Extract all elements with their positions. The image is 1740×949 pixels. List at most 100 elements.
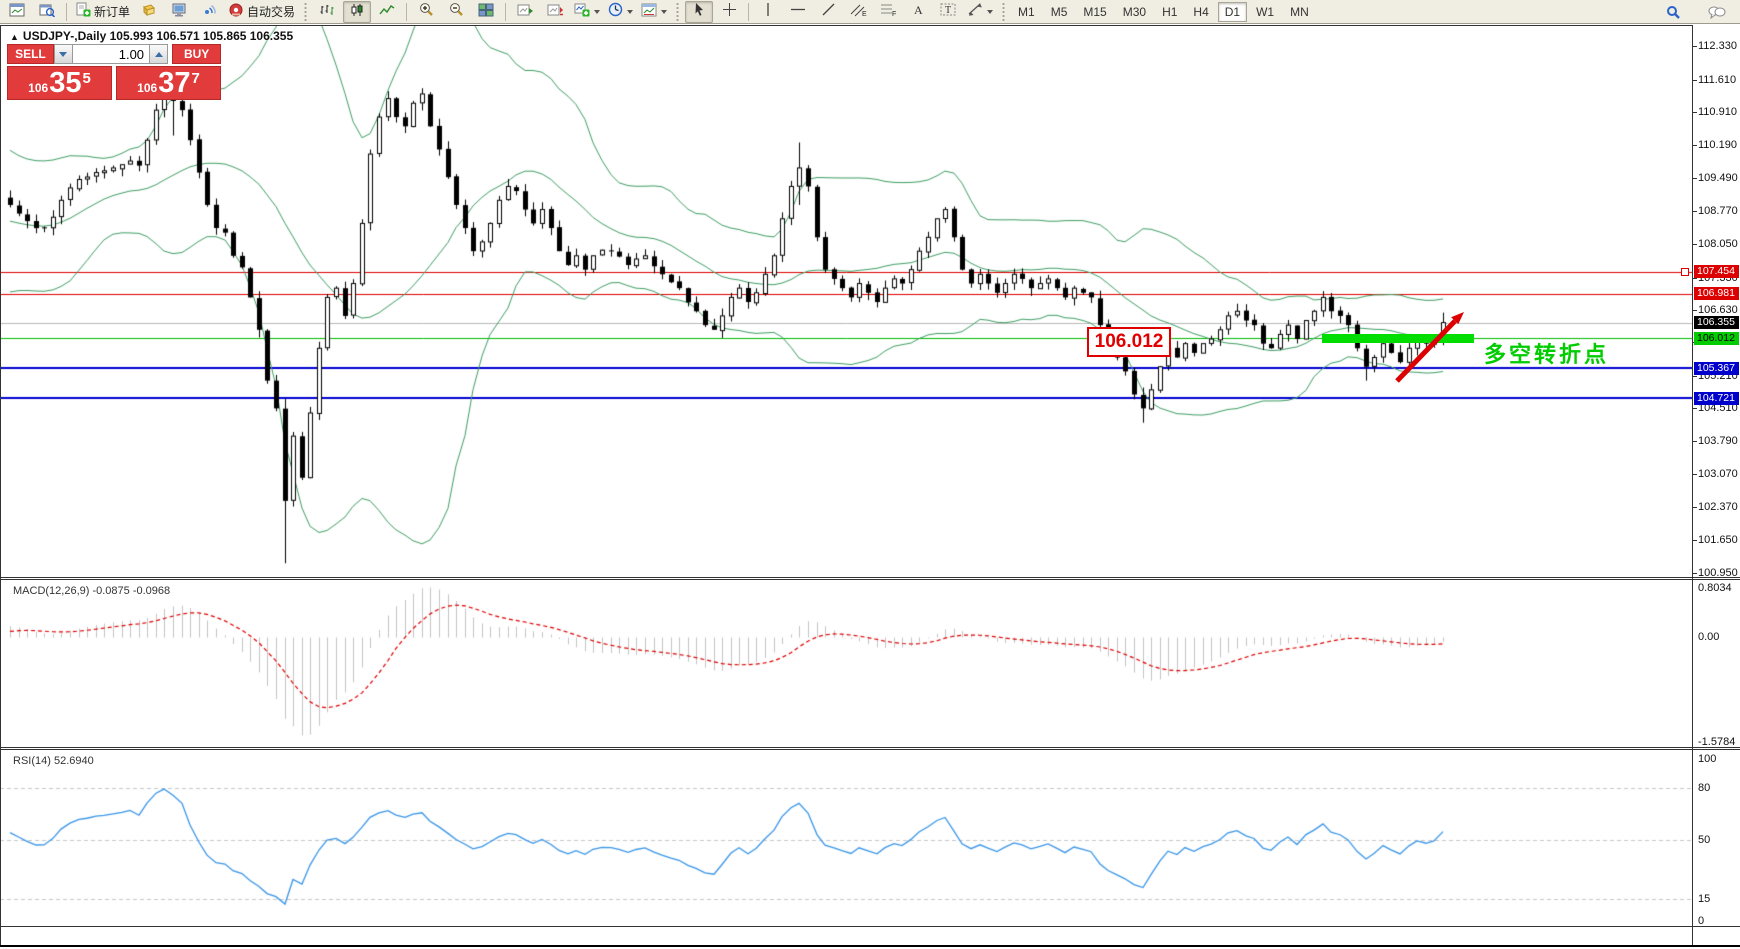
price-axis-tick: 108.770 — [1698, 205, 1738, 217]
shift-end-button[interactable] — [511, 1, 539, 23]
chat-icon[interactable] — [1703, 2, 1731, 24]
indicator-axis-label: 15 — [1698, 893, 1711, 906]
timeframe-m1[interactable]: M1 — [1018, 4, 1035, 19]
trend-line-icon — [821, 2, 836, 21]
add-indicator-icon — [574, 2, 590, 21]
sell-button[interactable]: SELL — [7, 44, 54, 64]
timeframe-w1[interactable]: W1 — [1256, 4, 1275, 19]
auto-scroll-button[interactable] — [541, 1, 569, 23]
shift-end-icon — [517, 3, 534, 21]
autotrading-button[interactable]: 自动交易 — [225, 1, 298, 23]
price-marker-106.981: 106.981 — [1694, 287, 1739, 300]
price-axis-tick: 110.910 — [1698, 106, 1737, 118]
toolbar-grip[interactable] — [303, 2, 309, 21]
timeframe-mn[interactable]: MN — [1290, 4, 1309, 19]
channel-button[interactable]: E — [844, 1, 872, 23]
sell-price-figure: 106 — [28, 81, 49, 95]
timeframe-m30[interactable]: M30 — [1122, 4, 1147, 19]
horizontal-line-button[interactable] — [784, 1, 812, 23]
text-icon: A — [912, 2, 925, 21]
svg-text:A: A — [914, 3, 923, 17]
crosshair-button[interactable] — [715, 1, 743, 23]
add-indicator-button[interactable] — [571, 1, 603, 23]
new-chart-button[interactable] — [3, 1, 31, 23]
one-click-trading-panel: SELL BUY 106 35 5 106 37 7 — [7, 44, 221, 100]
dropdown-caret-icon[interactable] — [661, 9, 668, 14]
timeframe-m15[interactable]: M15 — [1083, 4, 1107, 19]
text-button[interactable]: A — [904, 1, 932, 23]
candle-chart-button[interactable] — [343, 0, 372, 23]
price-level-callout[interactable]: 106.012 — [1087, 327, 1171, 357]
hline-selection-handle[interactable] — [1681, 268, 1689, 276]
line-chart-button[interactable] — [373, 1, 401, 23]
zoom-in-button[interactable] — [412, 1, 440, 23]
rsi-canvas[interactable] — [0, 751, 1693, 926]
text-label-button[interactable]: T — [934, 1, 962, 23]
cursor-button[interactable] — [685, 0, 714, 23]
symbol-ohlc-text: USDJPY-,Daily 105.993 106.571 105.865 10… — [22, 29, 294, 43]
triangle-down-icon — [59, 51, 68, 57]
indicator-axis-label: 0.8034 — [1698, 582, 1732, 594]
profiles-icon — [39, 3, 56, 21]
metaeditor-button[interactable] — [135, 1, 163, 23]
signals-button[interactable] — [195, 1, 223, 23]
buy-price-button[interactable]: 106 37 7 — [116, 66, 221, 100]
buy-button[interactable]: BUY — [172, 44, 221, 64]
timeframe-h4[interactable]: H4 — [1193, 4, 1209, 19]
indicator-axis-label: 50 — [1698, 833, 1711, 846]
templates-button[interactable] — [638, 1, 670, 23]
text-label-icon: T — [940, 2, 956, 21]
annotation-text-cn[interactable]: 多空转折点 — [1484, 342, 1610, 367]
terminal-button[interactable] — [165, 1, 193, 23]
zoom-out-icon — [448, 2, 464, 21]
trend-line-button[interactable] — [814, 1, 842, 23]
dropdown-caret-icon[interactable] — [627, 9, 634, 14]
trend-arrow[interactable] — [1389, 304, 1473, 390]
new-chart-icon — [9, 3, 25, 21]
volume-input[interactable] — [73, 44, 150, 64]
toolbar-separator — [748, 2, 750, 21]
price-axis-tick: 103.070 — [1698, 468, 1738, 480]
toolbar-grip[interactable] — [1001, 2, 1007, 21]
fibonacci-icon: F — [880, 2, 897, 21]
fibonacci-button[interactable]: F — [874, 1, 902, 23]
tile-windows-button[interactable] — [472, 1, 500, 23]
new-order-button[interactable]: 新订单 — [72, 1, 133, 23]
signals-icon — [201, 3, 217, 21]
zoom-out-button[interactable] — [442, 1, 470, 23]
price-axis-tick: 112.330 — [1698, 40, 1737, 52]
timeframe-d1[interactable]: D1 — [1217, 1, 1248, 22]
timeframe-h1[interactable]: H1 — [1162, 4, 1178, 19]
profiles-button[interactable] — [33, 1, 61, 23]
zoom-in-icon — [418, 2, 434, 21]
dropdown-caret-icon[interactable] — [594, 9, 601, 14]
sell-price-pips: 35 — [49, 67, 82, 99]
cursor-icon — [692, 2, 706, 21]
volume-decrease-button[interactable] — [53, 44, 74, 64]
price-axis-tick: 103.790 — [1698, 435, 1738, 447]
vertical-line-icon — [763, 2, 773, 21]
auto-scroll-icon — [547, 3, 564, 21]
vertical-line-button[interactable] — [754, 1, 782, 23]
support-zone-highlight[interactable] — [1322, 334, 1474, 343]
terminal-icon — [171, 3, 187, 21]
toolbar-grip[interactable] — [675, 2, 681, 21]
price-axis-tick: 109.490 — [1698, 172, 1738, 184]
timeframe-m5[interactable]: M5 — [1050, 4, 1068, 19]
search-button[interactable] — [1659, 2, 1687, 24]
bar-chart-button[interactable] — [313, 1, 341, 23]
volume-increase-button[interactable] — [149, 44, 169, 64]
indicator-axis-label: 100 — [1698, 753, 1717, 765]
shapes-icon — [967, 2, 983, 21]
sell-price-button[interactable]: 106 35 5 — [7, 66, 112, 100]
periods-button[interactable] — [605, 1, 636, 23]
toolbar-separator — [406, 2, 408, 21]
macd-canvas[interactable] — [0, 581, 1693, 747]
candle-chart-icon — [349, 3, 365, 21]
collapse-panel-icon[interactable]: ▲ — [10, 32, 19, 42]
main-chart-canvas[interactable] — [0, 26, 1693, 577]
shapes-button[interactable] — [964, 1, 996, 23]
dropdown-caret-icon[interactable] — [987, 9, 994, 14]
indicator-axis-label: 0 — [1698, 915, 1705, 927]
